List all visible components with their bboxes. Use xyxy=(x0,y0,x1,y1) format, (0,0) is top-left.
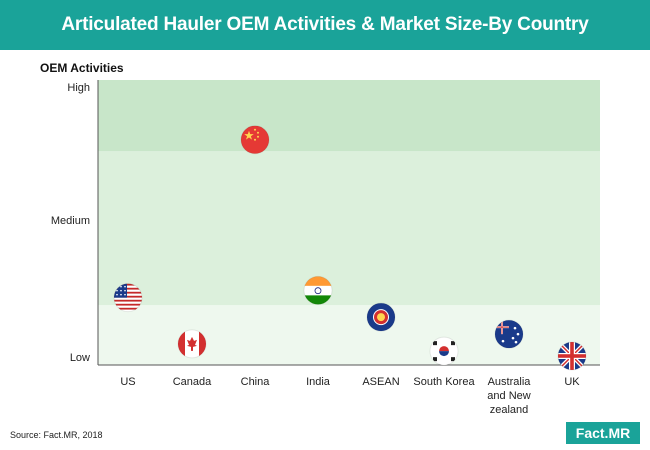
flag-china-icon xyxy=(240,125,270,155)
y-axis-title: OEM Activities xyxy=(40,61,124,75)
flag-asean-icon xyxy=(366,302,396,332)
factmr-logo: Fact.MR xyxy=(566,422,640,444)
x-tick-label: China xyxy=(241,376,271,388)
flag-india-icon xyxy=(303,275,333,305)
source-note: Source: Fact.MR, 2018 xyxy=(10,430,103,440)
x-tick-label: India xyxy=(306,376,331,388)
flag-australia-icon xyxy=(494,319,524,349)
flag-south-korea-icon xyxy=(429,336,459,366)
y-tick-label: High xyxy=(67,82,90,94)
flag-canada-icon xyxy=(177,329,207,359)
flag-us-icon xyxy=(113,283,143,313)
x-tick-label: Canada xyxy=(173,376,212,388)
x-tick-label: ASEAN xyxy=(362,376,399,388)
header-bar: Articulated Hauler OEM Activities & Mark… xyxy=(0,0,650,50)
x-tick-label: Australia and New zealand xyxy=(487,376,531,416)
y-tick-label: Medium xyxy=(51,215,90,227)
y-tick-label: Low xyxy=(70,352,90,364)
chart-title: Articulated Hauler OEM Activities & Mark… xyxy=(61,14,589,35)
band-high xyxy=(98,80,600,152)
band-low xyxy=(98,305,600,365)
x-tick-label: US xyxy=(120,376,135,388)
x-tick-label: South Korea xyxy=(413,376,475,388)
x-tick-label: UK xyxy=(564,376,580,388)
flag-uk-icon xyxy=(557,341,587,371)
band-medium xyxy=(98,151,600,306)
